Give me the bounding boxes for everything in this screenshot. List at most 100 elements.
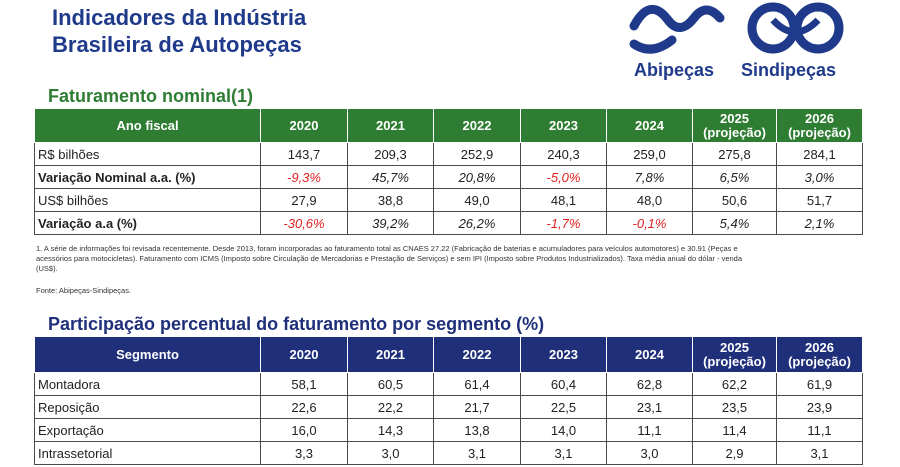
column-header: 2024 (606, 336, 693, 373)
table-cell: 60,5 (347, 372, 434, 396)
table-cell: 2,1% (776, 211, 863, 235)
table-cell: -0,1% (606, 211, 693, 235)
table-row: Exportação 16,0 14,3 13,8 14,0 11,1 11,4… (34, 418, 863, 442)
column-header: 2023 (520, 336, 607, 373)
page-title-line1: Indicadores da Indústria (52, 5, 307, 30)
table-cell: 3,0 (606, 441, 693, 465)
sindipecas-logo-icon (747, 2, 844, 54)
table-cell: 3,0 (347, 441, 434, 465)
table-cell: 209,3 (347, 142, 434, 166)
faturamento-table: Ano fiscal 2020 2021 2022 2023 2024 2025… (34, 108, 863, 235)
table-cell: 284,1 (776, 142, 863, 166)
row-label: Intrassetorial (34, 441, 261, 465)
table-row: R$ bilhões 143,7 209,3 252,9 240,3 259,0… (34, 142, 863, 166)
column-header-note: (projeção) (788, 353, 851, 369)
table-cell: 62,2 (692, 372, 777, 396)
column-header-year: 2025 (720, 110, 749, 126)
table-cell: -30,6% (260, 211, 348, 235)
table-row: Reposição 22,6 22,2 21,7 22,5 23,1 23,5 … (34, 395, 863, 419)
section-title-faturamento: Faturamento nominal(1) (48, 86, 254, 106)
table-row: Montadora 58,1 60,5 61,4 60,4 62,8 62,2 … (34, 372, 863, 396)
column-header: 2020 (260, 336, 348, 373)
column-header: 2024 (606, 108, 693, 143)
table-cell: 49,0 (433, 188, 521, 212)
column-header: 2022 (433, 336, 521, 373)
table-cell: 23,5 (692, 395, 777, 419)
row-label: Variação Nominal a.a. (%) (34, 165, 261, 189)
table-cell: 5,4% (692, 211, 777, 235)
table-cell: 3,1 (776, 441, 863, 465)
column-header-note: (projeção) (788, 124, 851, 140)
table-cell: -9,3% (260, 165, 348, 189)
abipecas-logo-label: Abipeças (634, 60, 715, 80)
column-header-year: 2026 (805, 339, 834, 355)
column-header-note: (projeção) (703, 124, 766, 140)
abipecas-logo-icon (629, 2, 844, 54)
row-label: US$ bilhões (34, 188, 261, 212)
row-label: R$ bilhões (34, 142, 261, 166)
table-row: US$ bilhões 27,9 38,8 49,0 48,1 48,0 50,… (34, 188, 863, 212)
column-header: 2025 (projeção) (692, 336, 777, 373)
table-cell: 48,1 (520, 188, 607, 212)
table-cell: 240,3 (520, 142, 607, 166)
table-cell: 60,4 (520, 372, 607, 396)
table-cell: 61,9 (776, 372, 863, 396)
column-header-year: 2026 (805, 110, 834, 126)
table-row: Intrassetorial 3,3 3,0 3,1 3,1 3,0 2,9 3… (34, 441, 863, 465)
table-cell: 26,2% (433, 211, 521, 235)
column-header: 2025 (projeção) (692, 108, 777, 143)
table-cell: 39,2% (347, 211, 434, 235)
source-note: Fonte: Abipeças-Sindipeças. (36, 286, 132, 295)
table-cell: 11,1 (606, 418, 693, 442)
table-cell: 38,8 (347, 188, 434, 212)
table-row: Variação a.a (%) -30,6% 39,2% 26,2% -1,7… (34, 211, 863, 235)
table-cell: 7,8% (606, 165, 693, 189)
table-cell: 16,0 (260, 418, 348, 442)
table-cell: 2,9 (692, 441, 777, 465)
table-cell: 23,1 (606, 395, 693, 419)
table-cell: 11,1 (776, 418, 863, 442)
table-cell: 3,3 (260, 441, 348, 465)
table-cell: 3,1 (520, 441, 607, 465)
table-cell: 6,5% (692, 165, 777, 189)
table-cell: 20,8% (433, 165, 521, 189)
table-cell: 22,5 (520, 395, 607, 419)
table-cell: 3,0% (776, 165, 863, 189)
row-label: Exportação (34, 418, 261, 442)
table-cell: 14,0 (520, 418, 607, 442)
sindipecas-logo-label: Sindipeças (741, 60, 837, 80)
table-cell: 275,8 (692, 142, 777, 166)
table-cell: 259,0 (606, 142, 693, 166)
table-header-row: Ano fiscal 2020 2021 2022 2023 2024 2025… (34, 108, 863, 143)
row-label: Variação a.a (%) (34, 211, 261, 235)
column-header: 2026 (projeção) (776, 108, 863, 143)
page-title-line2: Brasileira de Autopeças (52, 32, 302, 57)
table-cell: 27,9 (260, 188, 348, 212)
table-cell: 3,1 (433, 441, 521, 465)
table-cell: 22,6 (260, 395, 348, 419)
row-label: Reposição (34, 395, 261, 419)
table-cell: 252,9 (433, 142, 521, 166)
table-cell: -1,7% (520, 211, 607, 235)
table-cell: 45,7% (347, 165, 434, 189)
table-cell: -5,0% (520, 165, 607, 189)
table-cell: 11,4 (692, 418, 777, 442)
column-header: Ano fiscal (34, 108, 261, 143)
table-cell: 50,6 (692, 188, 777, 212)
footnote: 1. A série de informações foi revisada r… (36, 244, 743, 273)
row-label: Montadora (34, 372, 261, 396)
page-title: Indicadores da Indústria Brasileira de A… (52, 4, 306, 58)
table-cell: 61,4 (433, 372, 521, 396)
column-header: 2020 (260, 108, 348, 143)
table-cell: 51,7 (776, 188, 863, 212)
column-header: Segmento (34, 336, 261, 373)
table-cell: 23,9 (776, 395, 863, 419)
table-header-row: Segmento 2020 2021 2022 2023 2024 2025 (… (34, 336, 863, 373)
column-header: 2023 (520, 108, 607, 143)
column-header: 2021 (347, 108, 434, 143)
table-cell: 58,1 (260, 372, 348, 396)
table-cell: 48,0 (606, 188, 693, 212)
column-header: 2021 (347, 336, 434, 373)
table-row: Variação Nominal a.a. (%) -9,3% 45,7% 20… (34, 165, 863, 189)
column-header: 2026 (projeção) (776, 336, 863, 373)
